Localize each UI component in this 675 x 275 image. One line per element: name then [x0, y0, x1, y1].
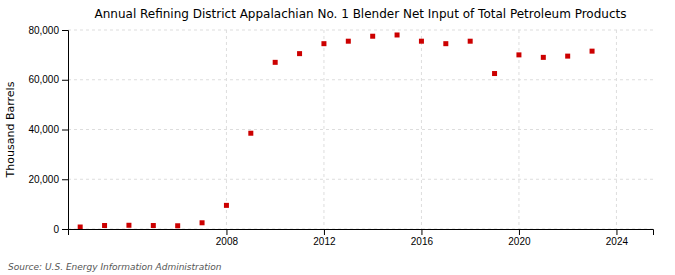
x-grid-line: [616, 30, 617, 229]
x-tick: 2008: [216, 229, 239, 247]
point: [565, 54, 570, 59]
x-tick: 2012: [313, 229, 336, 247]
point: [126, 223, 131, 228]
y-grid-line: [68, 179, 653, 180]
point: [468, 39, 473, 44]
chart: 2008 2012 2016 2020 2024 0 20,000 40,000 60,000 8…: [0, 0, 675, 275]
grid: [68, 30, 653, 229]
source-note: Source: U.S. Energy Information Administ…: [8, 262, 222, 272]
x-tick-mark: [324, 229, 325, 235]
y-grid-line: [68, 129, 653, 130]
point: [443, 41, 448, 46]
x-tick-label: 2012: [313, 236, 336, 247]
y-grid-line: [68, 79, 653, 80]
y-tick: 20,000: [28, 174, 68, 185]
x-tick: 2024: [606, 229, 629, 247]
x-tick-mark: [616, 229, 617, 235]
y-tick: 0: [53, 224, 68, 235]
y-axis-line: [62, 31, 69, 230]
point: [200, 220, 205, 225]
y-tick-mark: [62, 80, 68, 81]
x-tick-label: 2016: [411, 236, 434, 247]
y-tick: 40,000: [28, 124, 68, 135]
point: [102, 223, 107, 228]
x-grid-line: [518, 30, 519, 229]
point: [175, 223, 180, 228]
y-axis-title: Thousand Barrels: [4, 81, 17, 178]
point: [395, 32, 400, 37]
plot-area: 2008 2012 2016 2020 2024 0 20,000 40,000 60,000 8…: [28, 25, 653, 247]
point: [321, 41, 326, 46]
y-tick-mark: [62, 179, 68, 180]
y-tick: 80,000: [28, 25, 68, 36]
point: [248, 131, 253, 136]
x-axis: 2008 2012 2016 2020 2024: [69, 229, 654, 247]
y-tick-label: 0: [53, 224, 59, 235]
y-tick: 60,000: [28, 74, 68, 85]
x-tick-mark: [519, 229, 520, 235]
point: [590, 49, 595, 54]
x-grid-line: [226, 30, 227, 229]
x-tick-label: 2020: [508, 236, 531, 247]
y-tick-mark: [62, 229, 68, 230]
x-tick: 2016: [411, 229, 434, 247]
point: [492, 71, 497, 76]
y-tick-label: 80,000: [28, 25, 59, 36]
y-tick-label: 40,000: [28, 124, 59, 135]
point: [224, 203, 229, 208]
y-tick-label: 20,000: [28, 174, 59, 185]
x-grid-line: [323, 30, 324, 229]
x-axis-line: [69, 230, 654, 236]
point: [516, 52, 521, 57]
title: Annual Refining District Appalachian No.…: [95, 7, 627, 21]
x-tick-mark: [421, 229, 422, 235]
x-tick-label: 2024: [606, 236, 629, 247]
y-tick-mark: [62, 130, 68, 131]
y-axis: 0 20,000 40,000 60,000 80,000: [28, 25, 68, 235]
point: [273, 60, 278, 65]
point: [419, 39, 424, 44]
point: [346, 39, 351, 44]
y-tick-label: 60,000: [28, 74, 59, 85]
point: [297, 51, 302, 56]
x-grid-line: [421, 30, 422, 229]
point: [78, 225, 83, 229]
points: [78, 32, 595, 229]
y-grid-line: [68, 30, 653, 31]
point: [370, 34, 375, 39]
y-tick-mark: [62, 30, 68, 31]
x-tick-label: 2008: [216, 236, 239, 247]
point: [151, 223, 156, 228]
x-tick-mark: [226, 229, 227, 235]
x-tick: 2020: [508, 229, 531, 247]
point: [541, 55, 546, 60]
